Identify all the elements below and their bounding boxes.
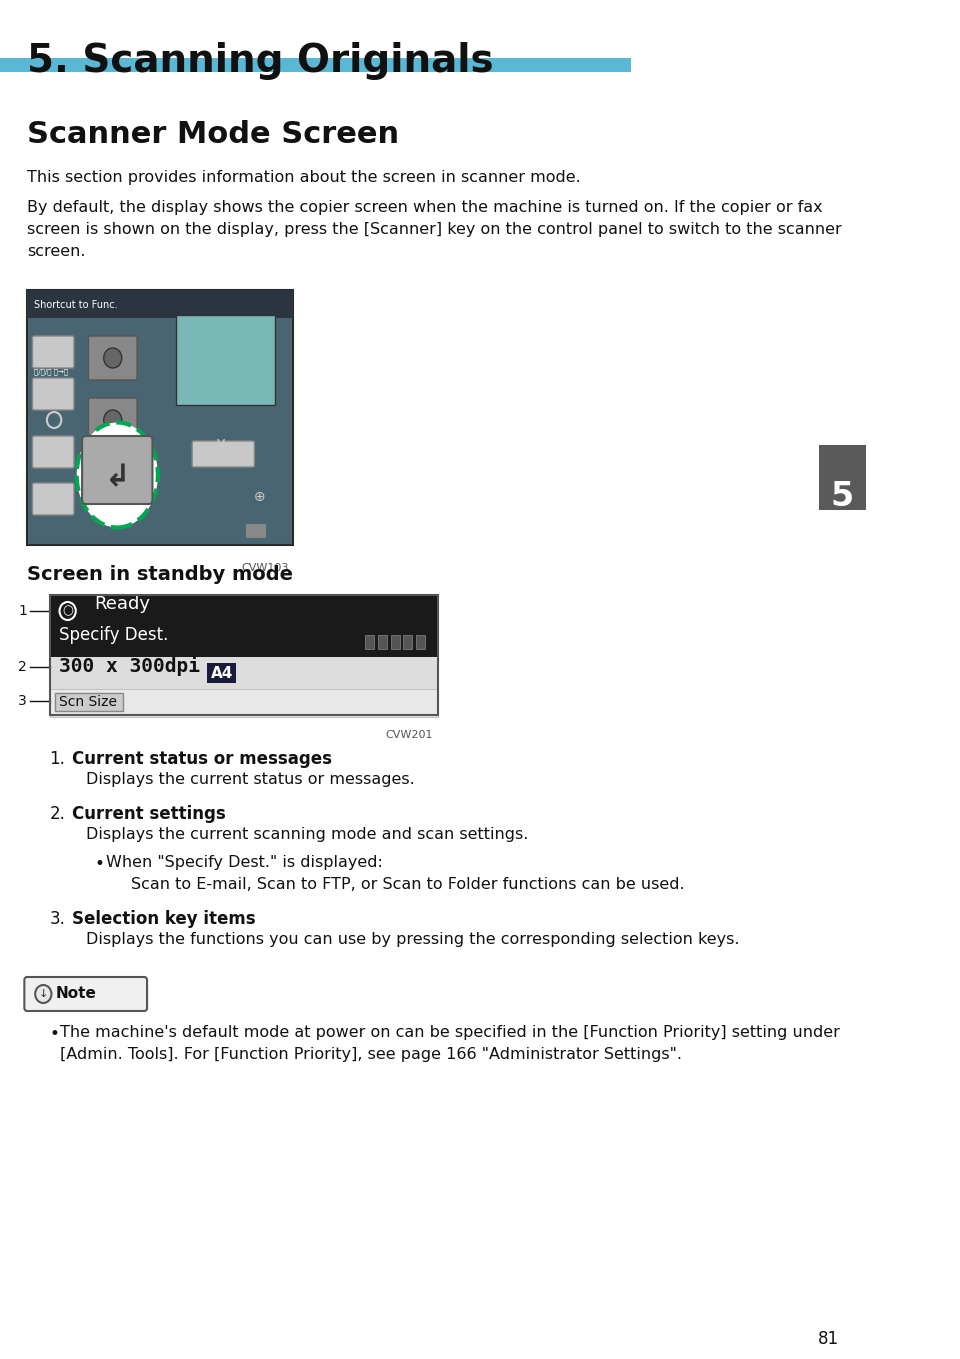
Text: When "Specify Dest." is displayed:: When "Specify Dest." is displayed:: [106, 855, 382, 870]
FancyBboxPatch shape: [192, 442, 254, 467]
Text: 3.: 3.: [50, 911, 65, 928]
Text: A4: A4: [211, 666, 233, 681]
FancyBboxPatch shape: [0, 58, 632, 72]
FancyBboxPatch shape: [88, 398, 137, 442]
FancyBboxPatch shape: [33, 436, 74, 467]
FancyBboxPatch shape: [207, 663, 236, 684]
Text: ↲: ↲: [105, 463, 130, 492]
FancyBboxPatch shape: [247, 525, 266, 538]
FancyBboxPatch shape: [366, 635, 374, 650]
Text: 5: 5: [831, 480, 854, 512]
Circle shape: [104, 348, 122, 368]
Text: Displays the functions you can use by pressing the corresponding selection keys.: Displays the functions you can use by pr…: [85, 932, 739, 947]
FancyBboxPatch shape: [403, 635, 412, 650]
Text: •: •: [50, 1025, 60, 1042]
FancyBboxPatch shape: [27, 289, 293, 318]
FancyBboxPatch shape: [378, 635, 387, 650]
FancyBboxPatch shape: [50, 656, 438, 689]
Text: Scanner Mode Screen: Scanner Mode Screen: [27, 120, 399, 149]
FancyBboxPatch shape: [50, 689, 438, 718]
Text: 5. Scanning Originals: 5. Scanning Originals: [27, 42, 493, 80]
Text: The machine's default mode at power on can be specified in the [Function Priorit: The machine's default mode at power on c…: [60, 1025, 840, 1063]
FancyBboxPatch shape: [50, 626, 438, 656]
FancyBboxPatch shape: [27, 289, 293, 545]
FancyBboxPatch shape: [33, 378, 74, 410]
Text: Specify Dest.: Specify Dest.: [59, 626, 168, 644]
FancyBboxPatch shape: [819, 444, 866, 510]
Text: Displays the current status or messages.: Displays the current status or messages.: [85, 772, 415, 787]
Text: 81: 81: [818, 1330, 839, 1348]
Text: 300 x 300dpi: 300 x 300dpi: [59, 656, 200, 675]
Text: 2: 2: [18, 660, 27, 674]
Text: Current settings: Current settings: [72, 805, 226, 824]
FancyBboxPatch shape: [416, 635, 425, 650]
Text: Note: Note: [56, 987, 97, 1002]
Text: •: •: [95, 855, 105, 872]
Text: Scn Size: Scn Size: [60, 694, 117, 709]
FancyBboxPatch shape: [50, 595, 438, 626]
FancyBboxPatch shape: [33, 336, 74, 368]
Ellipse shape: [77, 423, 157, 527]
Text: ↓: ↓: [38, 989, 48, 999]
Text: 1: 1: [18, 603, 27, 618]
Text: 3: 3: [18, 694, 27, 708]
Text: This section provides information about the screen in scanner mode.: This section provides information about …: [27, 170, 581, 185]
Text: ○: ○: [62, 605, 73, 617]
Text: ⬛/⬛/⬛ ⬛→⬛: ⬛/⬛/⬛ ⬛→⬛: [35, 368, 68, 375]
FancyBboxPatch shape: [391, 635, 399, 650]
Text: Scan to E-mail, Scan to FTP, or Scan to Folder functions can be used.: Scan to E-mail, Scan to FTP, or Scan to …: [131, 877, 684, 892]
FancyBboxPatch shape: [24, 977, 147, 1011]
Text: Shortcut to Func.: Shortcut to Func.: [35, 300, 118, 310]
Circle shape: [36, 985, 52, 1003]
Text: 2.: 2.: [50, 805, 65, 824]
Text: By default, the display shows the copier screen when the machine is turned on. I: By default, the display shows the copier…: [27, 200, 842, 260]
FancyBboxPatch shape: [88, 336, 137, 381]
Text: 1.: 1.: [50, 750, 65, 768]
Text: CVW201: CVW201: [386, 730, 433, 741]
Text: ⊕: ⊕: [254, 491, 266, 504]
FancyBboxPatch shape: [83, 436, 153, 504]
FancyBboxPatch shape: [55, 693, 123, 711]
Text: Selection key items: Selection key items: [72, 911, 255, 928]
Circle shape: [104, 410, 122, 429]
Text: ∨: ∨: [215, 435, 228, 453]
Text: Screen in standby mode: Screen in standby mode: [27, 565, 293, 584]
Text: Displays the current scanning mode and scan settings.: Displays the current scanning mode and s…: [85, 828, 528, 843]
Text: Current status or messages: Current status or messages: [72, 750, 332, 768]
FancyBboxPatch shape: [176, 315, 276, 405]
FancyBboxPatch shape: [33, 482, 74, 515]
Text: CVW103: CVW103: [241, 563, 289, 573]
Text: Ready: Ready: [95, 595, 151, 613]
